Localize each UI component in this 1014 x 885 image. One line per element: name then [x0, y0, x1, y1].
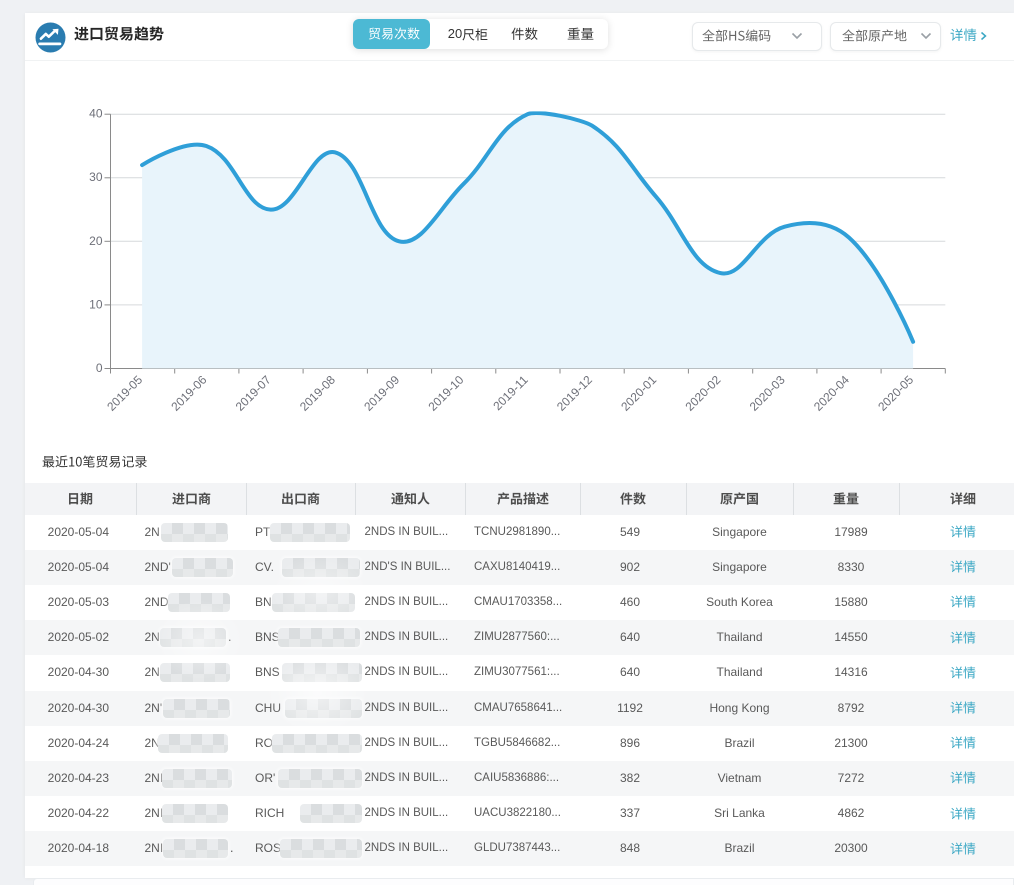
svg-text:2020-01: 2020-01	[618, 372, 659, 413]
svg-text:2019-09: 2019-09	[361, 372, 402, 413]
svg-text:2019-08: 2019-08	[297, 372, 338, 413]
svg-text:0: 0	[96, 361, 103, 375]
svg-text:2019-10: 2019-10	[425, 372, 466, 413]
svg-text:2019-07: 2019-07	[233, 372, 274, 413]
svg-text:2019-11: 2019-11	[490, 372, 531, 413]
svg-text:20: 20	[89, 234, 103, 248]
svg-text:30: 30	[89, 170, 103, 184]
svg-text:2020-03: 2020-03	[747, 372, 788, 413]
svg-text:10: 10	[89, 297, 103, 311]
svg-text:2020-05: 2020-05	[875, 372, 916, 413]
svg-text:2019-12: 2019-12	[554, 372, 595, 413]
svg-text:2019-06: 2019-06	[168, 372, 209, 413]
svg-text:2019-05: 2019-05	[104, 372, 145, 413]
svg-text:2020-04: 2020-04	[811, 372, 852, 413]
svg-text:40: 40	[89, 107, 103, 121]
svg-text:2020-02: 2020-02	[682, 372, 723, 413]
